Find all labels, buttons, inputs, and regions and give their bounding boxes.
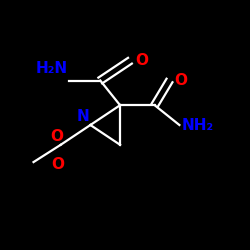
Text: N: N — [76, 109, 89, 124]
Text: NH₂: NH₂ — [182, 118, 214, 132]
Text: O: O — [174, 73, 188, 88]
Text: H₂N: H₂N — [36, 60, 68, 76]
Text: O: O — [135, 53, 148, 68]
Text: O: O — [52, 157, 65, 172]
Text: O: O — [50, 128, 63, 144]
